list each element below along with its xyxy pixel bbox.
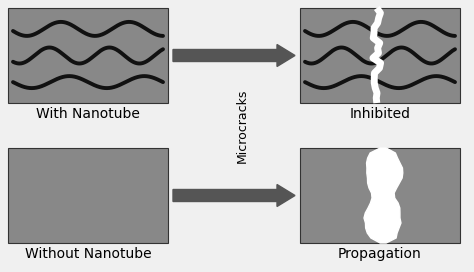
Text: Propagation: Propagation	[338, 247, 422, 261]
Text: Microcracks: Microcracks	[236, 88, 248, 163]
FancyArrow shape	[173, 184, 295, 206]
Bar	[8, 8, 168, 103]
Text: Inhibited: Inhibited	[349, 107, 410, 121]
Text: Without Nanotube: Without Nanotube	[25, 247, 151, 261]
Polygon shape	[364, 148, 403, 243]
Bar	[8, 148, 168, 243]
Bar	[300, 148, 460, 243]
Bar	[300, 8, 460, 103]
FancyArrow shape	[173, 45, 295, 66]
Text: With Nanotube: With Nanotube	[36, 107, 140, 121]
